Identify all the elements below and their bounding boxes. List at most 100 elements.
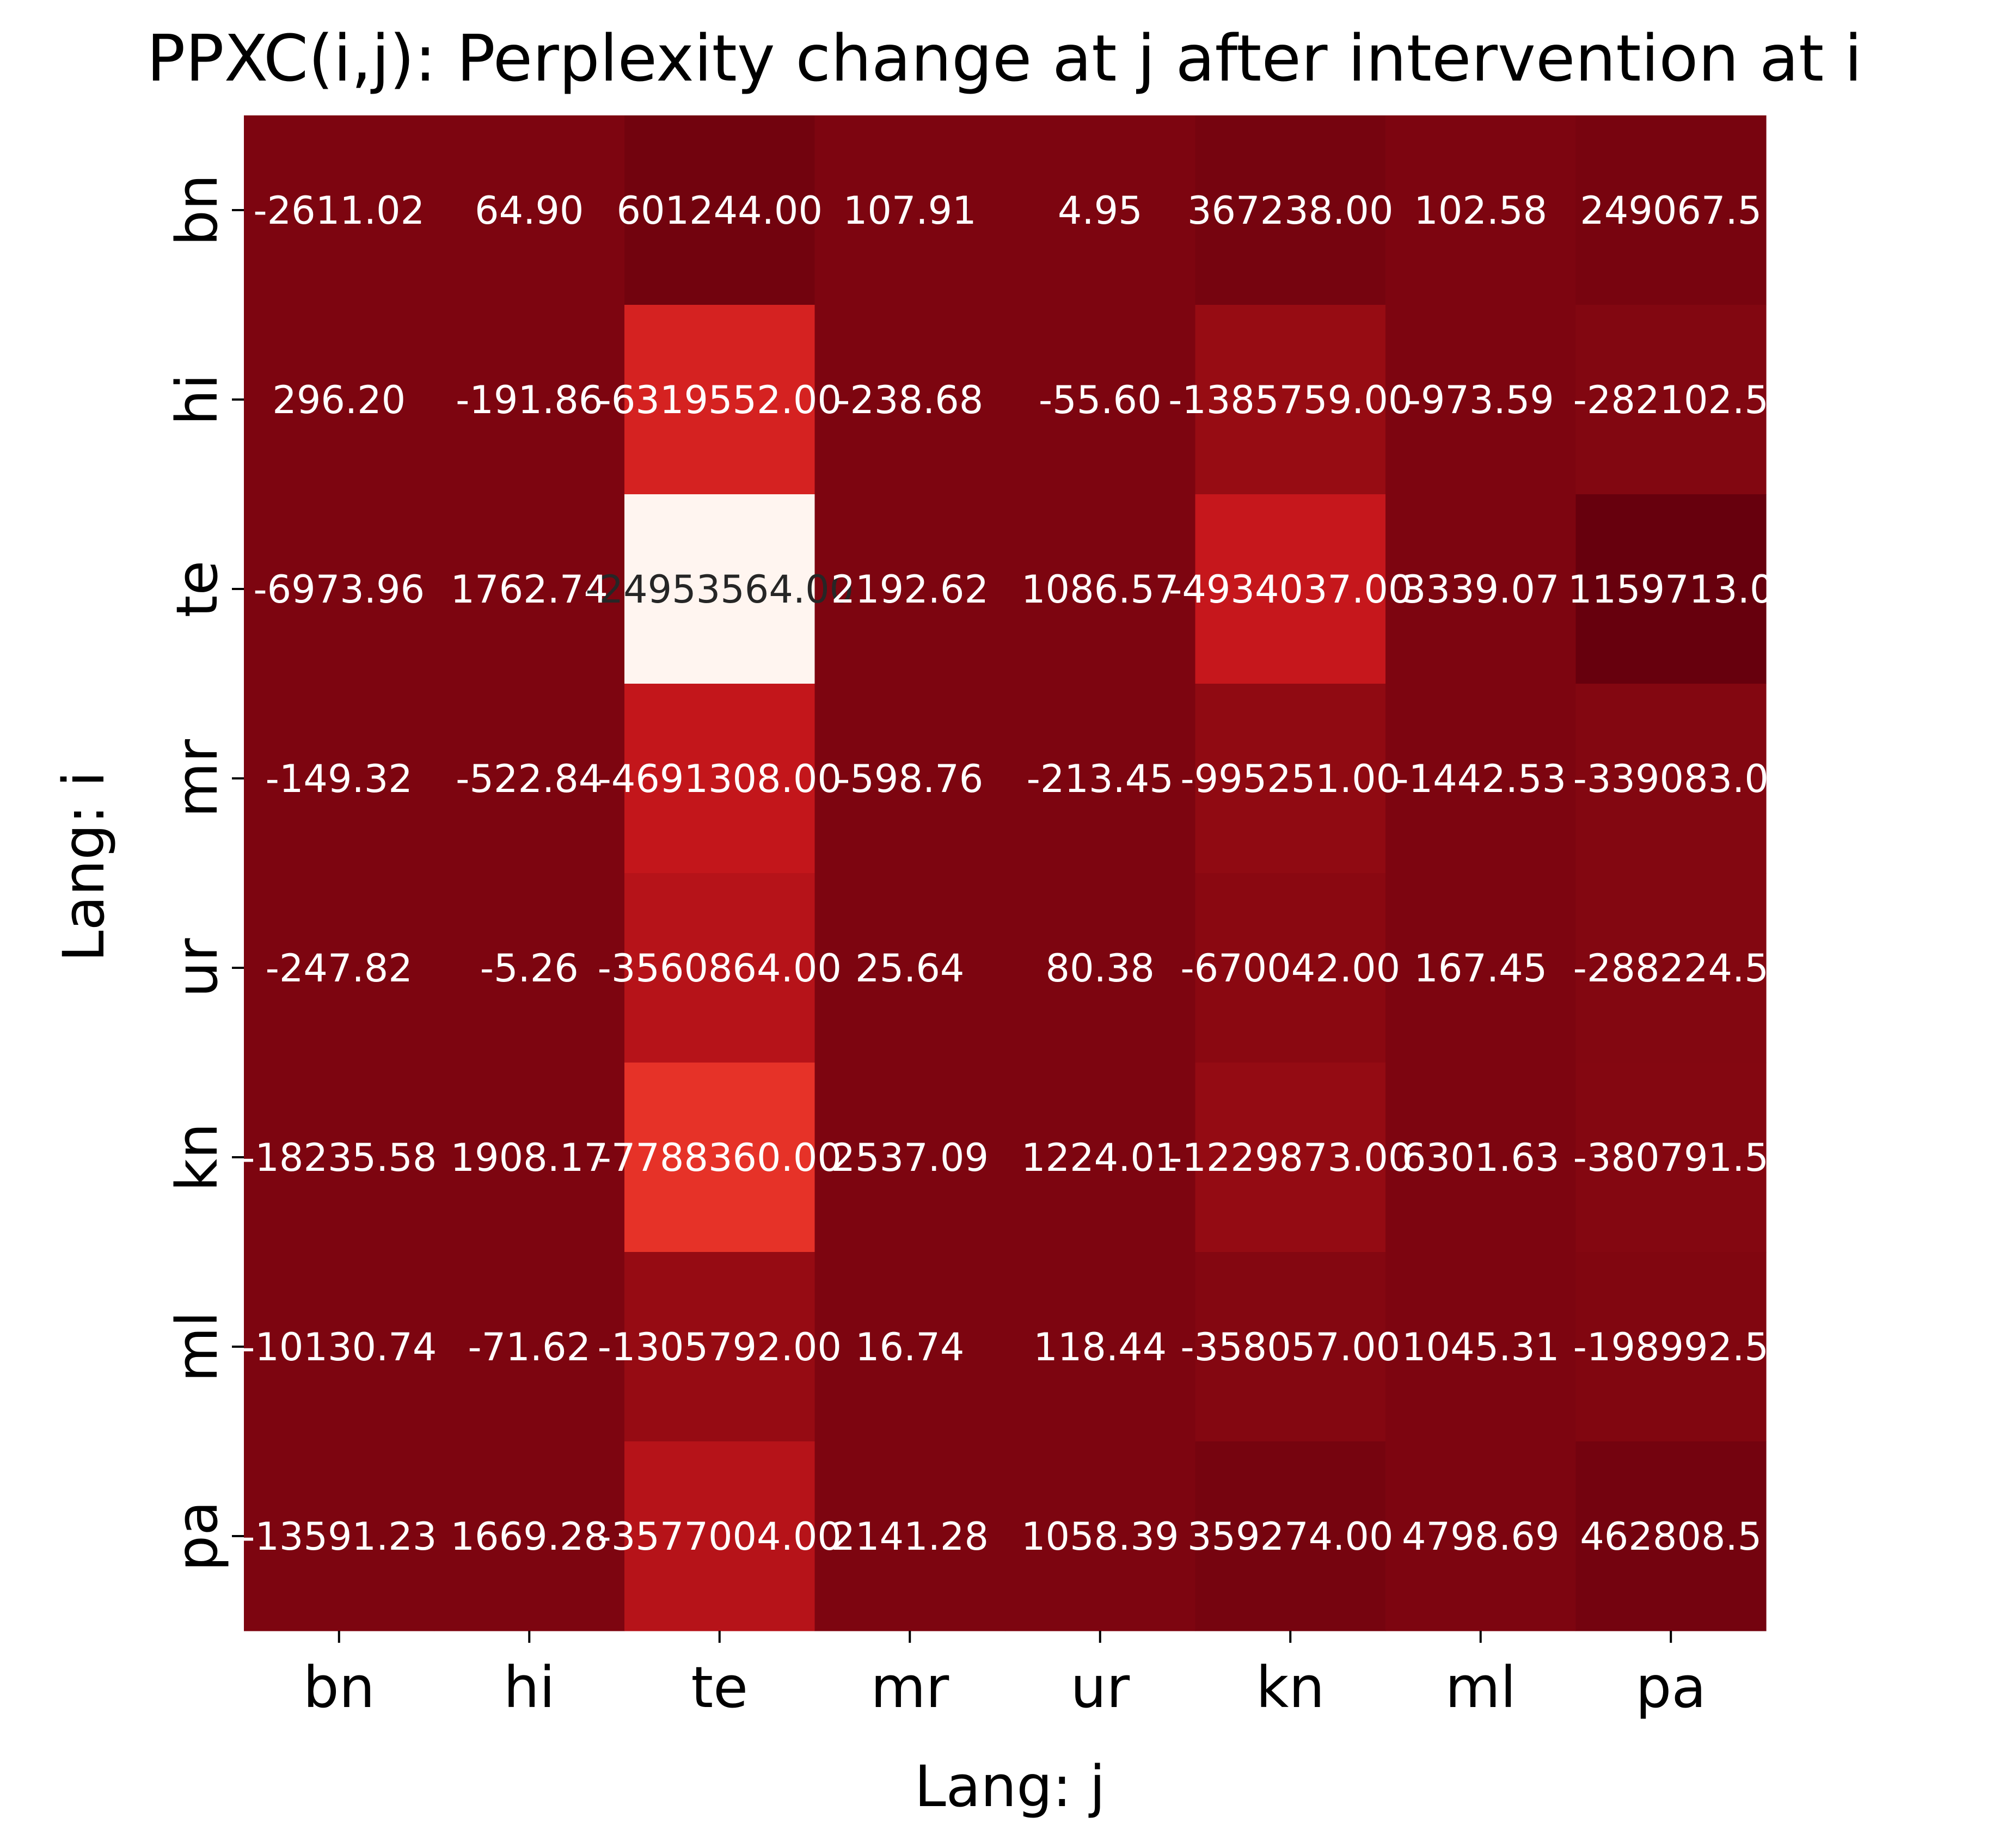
heatmap-cell-ur-kn <box>1195 873 1386 1063</box>
heatmap-cell-te-kn <box>1195 494 1386 684</box>
cell-value-label: -198992.5 <box>1573 1325 1769 1370</box>
heatmap-cell-bn-te <box>624 115 816 305</box>
heatmap-cell-kn-pa <box>1575 1063 1767 1253</box>
cell-value-label: -973.59 <box>1407 378 1554 422</box>
heatmap-cell-kn-mr <box>814 1063 1005 1253</box>
cell-value-label: -149.32 <box>266 757 413 801</box>
cell-value-label: -4934037.00 <box>1168 567 1412 612</box>
heatmap-cell-mr-hi <box>434 684 625 874</box>
heatmap-cell-te-bn <box>244 494 435 684</box>
cell-value-label: 601244.00 <box>616 188 823 233</box>
x-tick-label: bn <box>303 1654 375 1721</box>
cell-value-label: 249067.5 <box>1580 188 1762 233</box>
heatmap-cell-pa-kn <box>1195 1441 1386 1631</box>
x-tick-label: ml <box>1445 1654 1516 1721</box>
heatmap-cell-kn-hi <box>434 1063 625 1253</box>
heatmap-cell-hi-ur <box>1005 305 1196 495</box>
y-tick-label: pa <box>164 1501 230 1571</box>
cell-value-label: -4691308.00 <box>598 757 842 801</box>
heatmap-cell-pa-hi <box>434 1441 625 1631</box>
heatmap-cell-ur-mr <box>814 873 1005 1063</box>
heatmap-cell-ml-te <box>624 1252 816 1442</box>
heatmap-cell-pa-ur <box>1005 1441 1196 1631</box>
heatmap-cell-mr-ml <box>1385 684 1577 874</box>
cell-value-label: -6319552.00 <box>598 378 842 422</box>
y-tick-label: ur <box>164 938 230 997</box>
cell-value-label: -18235.58 <box>241 1135 437 1180</box>
cell-value-label: -13591.23 <box>241 1514 437 1559</box>
heatmap-cell-ml-ur <box>1005 1252 1196 1442</box>
y-tick-label: mr <box>164 739 230 818</box>
heatmap-cell-te-mr <box>814 494 1005 684</box>
cell-value-label: -247.82 <box>266 946 413 991</box>
y-tick-label: te <box>164 561 230 618</box>
heatmap-cell-te-ur <box>1005 494 1196 684</box>
heatmap-cell-mr-kn <box>1195 684 1386 874</box>
heatmap-cell-labels: -2611.02 64.90 601244.00 107.91 4.95 367238.0… <box>241 188 1774 1559</box>
cell-value-label: -380791.5 <box>1573 1135 1769 1180</box>
heatmap-cell-mr-mr <box>814 684 1005 874</box>
cell-value-label: 1669.28 <box>451 1514 608 1559</box>
heatmap-cell-ur-ur <box>1005 873 1196 1063</box>
heatmap-cell-bn-pa <box>1575 115 1767 305</box>
heatmap-cell-ml-pa <box>1575 1252 1767 1442</box>
heatmap-cell-ur-te <box>624 873 816 1063</box>
cell-value-label: -213.45 <box>1027 757 1174 801</box>
cell-value-label: -6973.96 <box>253 567 425 612</box>
cell-value-label: 4.95 <box>1058 188 1143 233</box>
heatmap-cell-ur-hi <box>434 873 625 1063</box>
cell-value-label: 102.58 <box>1414 188 1547 233</box>
cell-value-label: 462808.5 <box>1580 1514 1762 1559</box>
cell-value-label: -3560864.00 <box>598 946 842 991</box>
heatmap-cell-kn-ur <box>1005 1063 1196 1253</box>
x-axis-label: Lang: j <box>915 1753 1106 1820</box>
heatmap-cell-pa-pa <box>1575 1441 1767 1631</box>
cell-value-label: -2611.02 <box>253 188 425 233</box>
heatmap-cell-bn-mr <box>814 115 1005 305</box>
heatmap-cell-ml-bn <box>244 1252 435 1442</box>
y-tick-label: bn <box>164 174 230 246</box>
heatmap-cell-hi-ml <box>1385 305 1577 495</box>
cell-value-label: 296.20 <box>272 378 406 422</box>
cell-value-label: 1908.17 <box>451 1135 608 1180</box>
cell-value-label: -670042.00 <box>1180 946 1400 991</box>
y-axis-ticks: bn hi te mr ur kn ml pa <box>164 174 244 1571</box>
x-axis-ticks: bn hi te mr ur kn ml pa <box>303 1631 1706 1721</box>
heatmap-cell-hi-pa <box>1575 305 1767 495</box>
cell-value-label: 3339.07 <box>1402 567 1559 612</box>
heatmap-cell-pa-ml <box>1385 1441 1577 1631</box>
cell-value-label: 25.64 <box>855 946 964 991</box>
cell-value-label: -71.62 <box>468 1325 591 1370</box>
y-axis-label: Lang: i <box>51 771 117 962</box>
cell-value-label: -1229873.00 <box>1168 1135 1412 1180</box>
heatmap-cell-mr-ur <box>1005 684 1196 874</box>
heatmap-cell-bn-ur <box>1005 115 1196 305</box>
heatmap-cell-kn-ml <box>1385 1063 1577 1253</box>
heatmap-cell-hi-kn <box>1195 305 1386 495</box>
x-tick-label: kn <box>1256 1654 1325 1721</box>
heatmap-cell-ml-ml <box>1385 1252 1577 1442</box>
cell-value-label: -238.68 <box>836 378 983 422</box>
heatmap-cell-kn-kn <box>1195 1063 1386 1253</box>
cell-value-label: 359274.00 <box>1187 1514 1394 1559</box>
heatmap-cell-pa-mr <box>814 1441 1005 1631</box>
heatmap-cell-hi-te <box>624 305 816 495</box>
heatmap-cell-mr-bn <box>244 684 435 874</box>
heatmap-cell-ml-hi <box>434 1252 625 1442</box>
heatmap-cell-kn-te <box>624 1063 816 1253</box>
cell-value-label: 1058.39 <box>1021 1514 1179 1559</box>
cell-value-label: 2537.09 <box>831 1135 989 1180</box>
cell-value-label: -339083.0 <box>1573 757 1769 801</box>
heatmap-cell-te-ml <box>1385 494 1577 684</box>
cell-value-label: -5.26 <box>480 946 579 991</box>
x-tick-label: pa <box>1635 1654 1706 1721</box>
heatmap-cells <box>244 115 1767 1631</box>
chart-title: PPXC(i,j): Perplexity change at j after … <box>146 21 1862 96</box>
heatmap-cell-pa-te <box>624 1441 816 1631</box>
heatmap-cell-te-pa <box>1575 494 1767 684</box>
cell-value-label: -282102.5 <box>1573 378 1769 422</box>
cell-value-label: 1762.74 <box>451 567 608 612</box>
x-tick-label: te <box>691 1654 748 1721</box>
heatmap-cell-bn-hi <box>434 115 625 305</box>
